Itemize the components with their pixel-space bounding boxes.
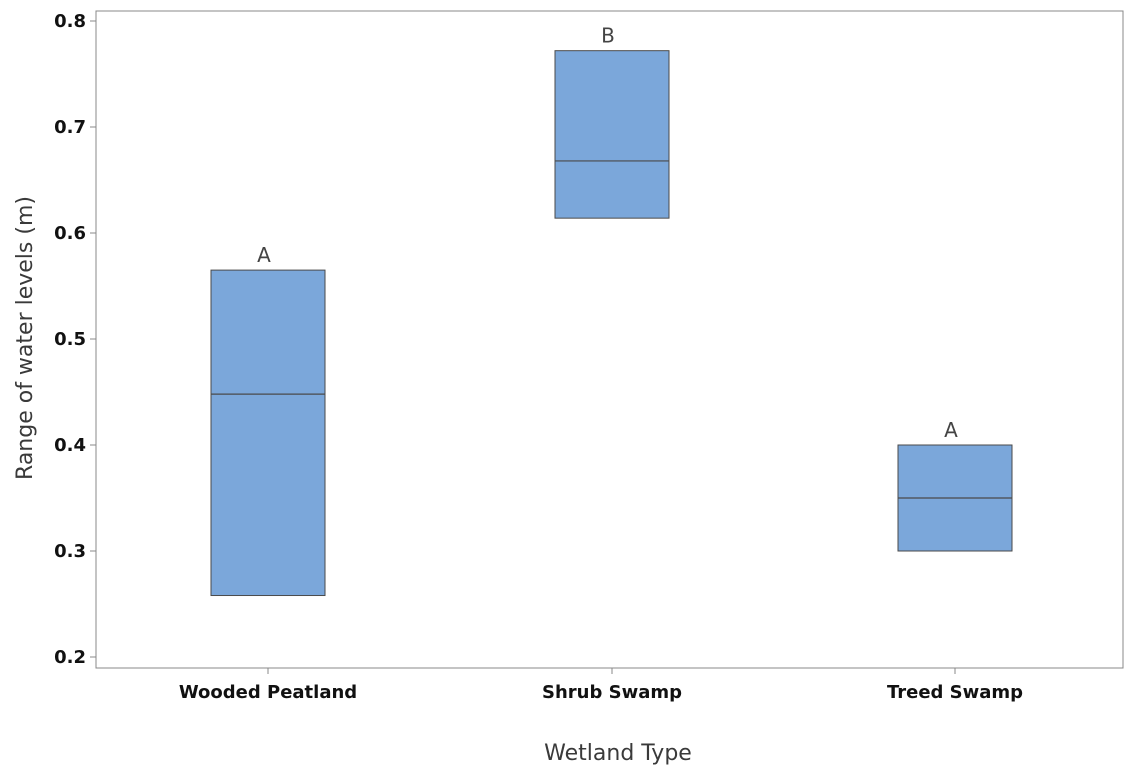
group-letter-label: B [601,24,615,48]
y-tick-label: 0.4 [54,435,86,456]
y-tick-label: 0.5 [54,329,86,350]
boxes-layer: A B A [210,24,1013,597]
box-group: A [897,418,1013,552]
x-axis-title: Wetland Type [544,741,692,766]
y-tick-label: 0.7 [54,117,86,138]
x-tick-label: Treed Swamp [887,682,1023,703]
y-tick-label: 0.3 [54,541,86,562]
y-tick-label: 0.2 [54,647,86,668]
y-tick-label: 0.6 [54,223,86,244]
box-group: B [554,24,670,219]
x-tick-label: Wooded Peatland [179,682,357,703]
x-tick-label: Shrub Swamp [542,682,682,703]
group-letter-label: A [257,243,271,267]
box-rect [554,50,670,219]
x-axis: Wooded Peatland Shrub Swamp Treed Swamp [179,668,1023,703]
group-letter-label: A [944,418,958,442]
box-group: A [210,243,326,597]
y-axis-title: Range of water levels (m) [13,196,38,480]
y-axis: 0.2 0.3 0.4 0.5 0.6 0.7 0.8 [54,11,96,668]
y-tick-label: 0.8 [54,11,86,32]
box-rect [210,269,326,597]
